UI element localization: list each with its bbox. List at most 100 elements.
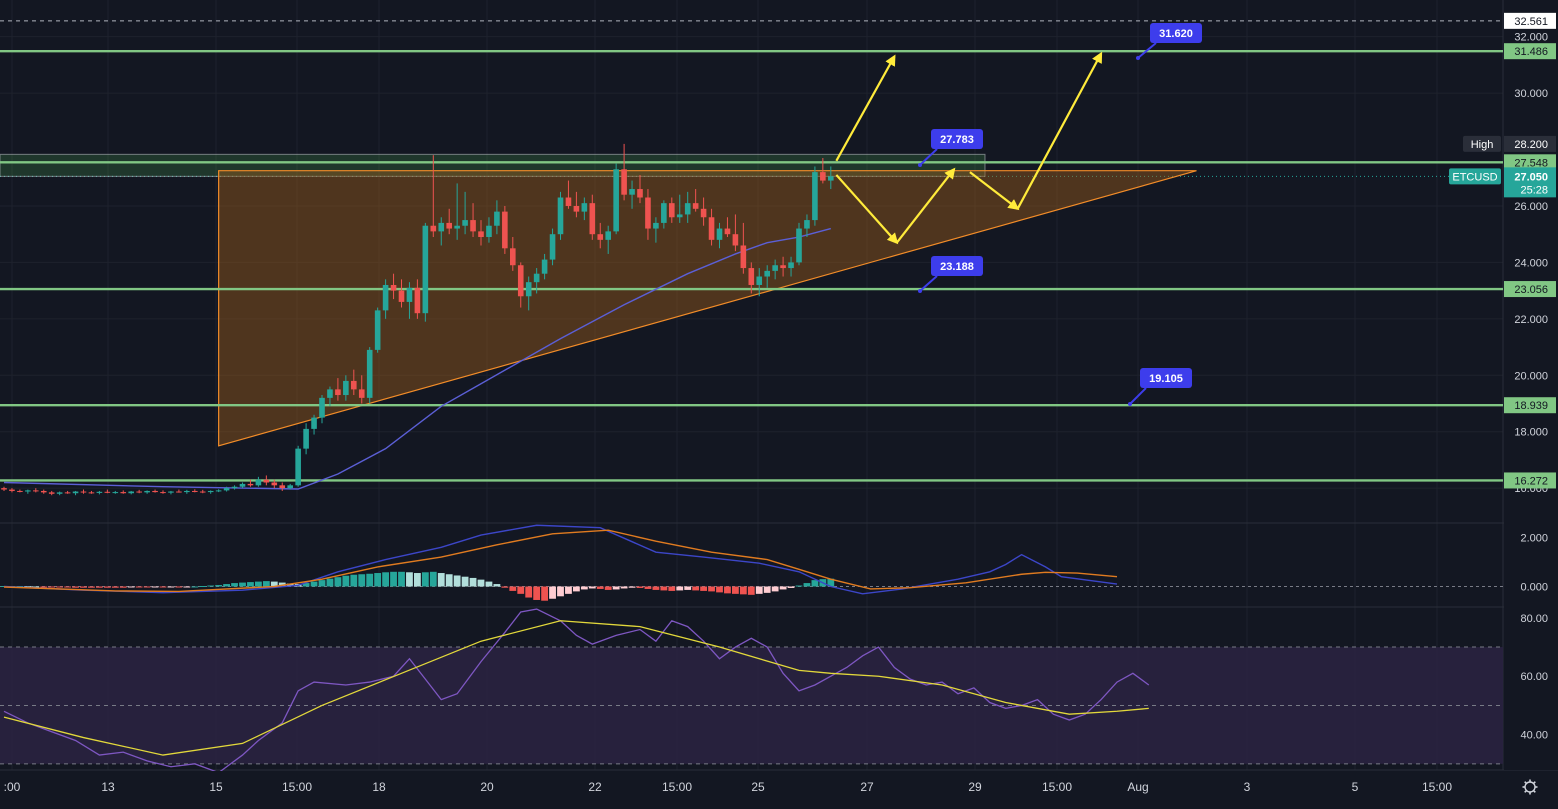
candle (358, 375, 365, 404)
price-countdown: 25:28 (1520, 184, 1548, 196)
callout-anchor (1128, 402, 1132, 406)
macd-histogram-bar (135, 586, 143, 588)
time-tick-label: 3 (1244, 780, 1251, 794)
macd-histogram-bar (16, 586, 24, 588)
callout-leader (1129, 387, 1147, 405)
macd-histogram-bar (119, 586, 127, 588)
candle-body (231, 486, 238, 489)
price-tag: High (1463, 135, 1501, 152)
candle (533, 268, 540, 294)
candle (136, 489, 142, 494)
macd-histogram-bar (763, 586, 771, 593)
macd-histogram-bar (48, 586, 56, 588)
grid-lines (0, 0, 1503, 770)
candle-body (828, 176, 834, 181)
macd-pane (0, 524, 1503, 601)
candle (780, 256, 786, 277)
candle-body (80, 491, 87, 493)
candle-body (96, 491, 103, 493)
candle-body (780, 265, 786, 269)
candle-body (573, 205, 580, 212)
callout-anchor (918, 163, 922, 167)
ascending-triangle[interactable] (218, 170, 1197, 447)
candle-body (184, 490, 190, 493)
macd-histogram-bar (151, 586, 159, 588)
projection-arrow[interactable] (969, 171, 1020, 211)
macd-histogram-bar (270, 581, 278, 587)
candle-body (88, 492, 95, 494)
candle (311, 414, 317, 435)
candle (812, 166, 818, 226)
candle (199, 489, 206, 494)
price-callout[interactable]: 19.105 (1128, 368, 1192, 406)
macd-histogram-bar (549, 586, 556, 599)
projection-arrow[interactable] (835, 54, 896, 162)
price-callout[interactable]: 27.783 (918, 129, 983, 167)
candle-body (33, 490, 39, 492)
candle (223, 486, 230, 492)
macd-histogram-bar (684, 586, 692, 590)
candle (25, 489, 31, 494)
projection-arrow[interactable] (895, 167, 956, 244)
macd-histogram-bar (533, 586, 541, 600)
candle (382, 279, 389, 319)
macd-histogram-bar (525, 586, 533, 598)
candle-body (215, 490, 222, 492)
candle-body (168, 491, 174, 493)
time-axis[interactable]: :00 13 15 15:00 18 20 22 15:00 25 27 29 15:00 Aug 3 5 1… (0, 771, 1558, 804)
candle (486, 217, 492, 243)
macd-histogram-bar (755, 586, 763, 594)
price-callout[interactable]: 31.620 (1136, 23, 1202, 60)
candle (676, 194, 683, 223)
price-callout[interactable]: 23.188 (918, 256, 983, 293)
gear-tooth (1532, 781, 1536, 785)
time-tick-label: 22 (588, 780, 602, 794)
candle (184, 489, 190, 494)
macd-histogram-bar (40, 586, 48, 588)
macd-histogram-bar (628, 586, 636, 588)
candle-body (621, 169, 627, 195)
candle-body (255, 479, 262, 486)
candle (597, 222, 604, 249)
candle-body (128, 491, 134, 494)
candle-body (56, 492, 63, 494)
callout-box (1140, 368, 1192, 388)
candle-body (295, 448, 301, 486)
candle-body (374, 310, 381, 350)
macd-histogram-bar (644, 586, 652, 589)
macd-histogram-bar (286, 583, 294, 587)
candle-body (478, 231, 484, 238)
price-axis[interactable]: 16.00018.00020.00022.00024.00026.00030.0… (1449, 0, 1558, 770)
candle (525, 276, 532, 311)
macd-histogram-bar (453, 575, 461, 587)
candle-body (319, 397, 325, 418)
macd-histogram-bar (477, 579, 485, 587)
callout-box (1150, 23, 1202, 43)
candle-body (398, 290, 405, 302)
projection-arrow[interactable] (1016, 51, 1103, 210)
macd-histogram-bar (652, 586, 660, 590)
candle-body (17, 490, 23, 492)
candle-body (565, 197, 572, 206)
candle-body (438, 222, 445, 232)
price-label-text: 27.050 (1514, 171, 1548, 183)
projection-arrow[interactable] (835, 174, 899, 245)
macd-histogram-bar (445, 574, 453, 587)
price-tick-label: 18.000 (1514, 427, 1548, 439)
candle (17, 489, 23, 493)
macd-histogram-bar (72, 586, 79, 588)
macd-histogram-bar (414, 573, 421, 587)
candle-body (446, 222, 452, 229)
macd-histogram-bar (183, 586, 191, 588)
candle (215, 489, 222, 493)
candle-body (223, 488, 230, 491)
price-label-box (1504, 472, 1556, 489)
rsi-ma-line (3, 620, 1149, 756)
candle (239, 482, 246, 489)
price-label-level: 31.486 (1504, 43, 1556, 60)
settings-gear-icon[interactable] (1522, 779, 1538, 795)
macd-histogram-bar (24, 586, 32, 588)
candle (438, 217, 445, 246)
time-tick-label: :00 (4, 780, 21, 794)
